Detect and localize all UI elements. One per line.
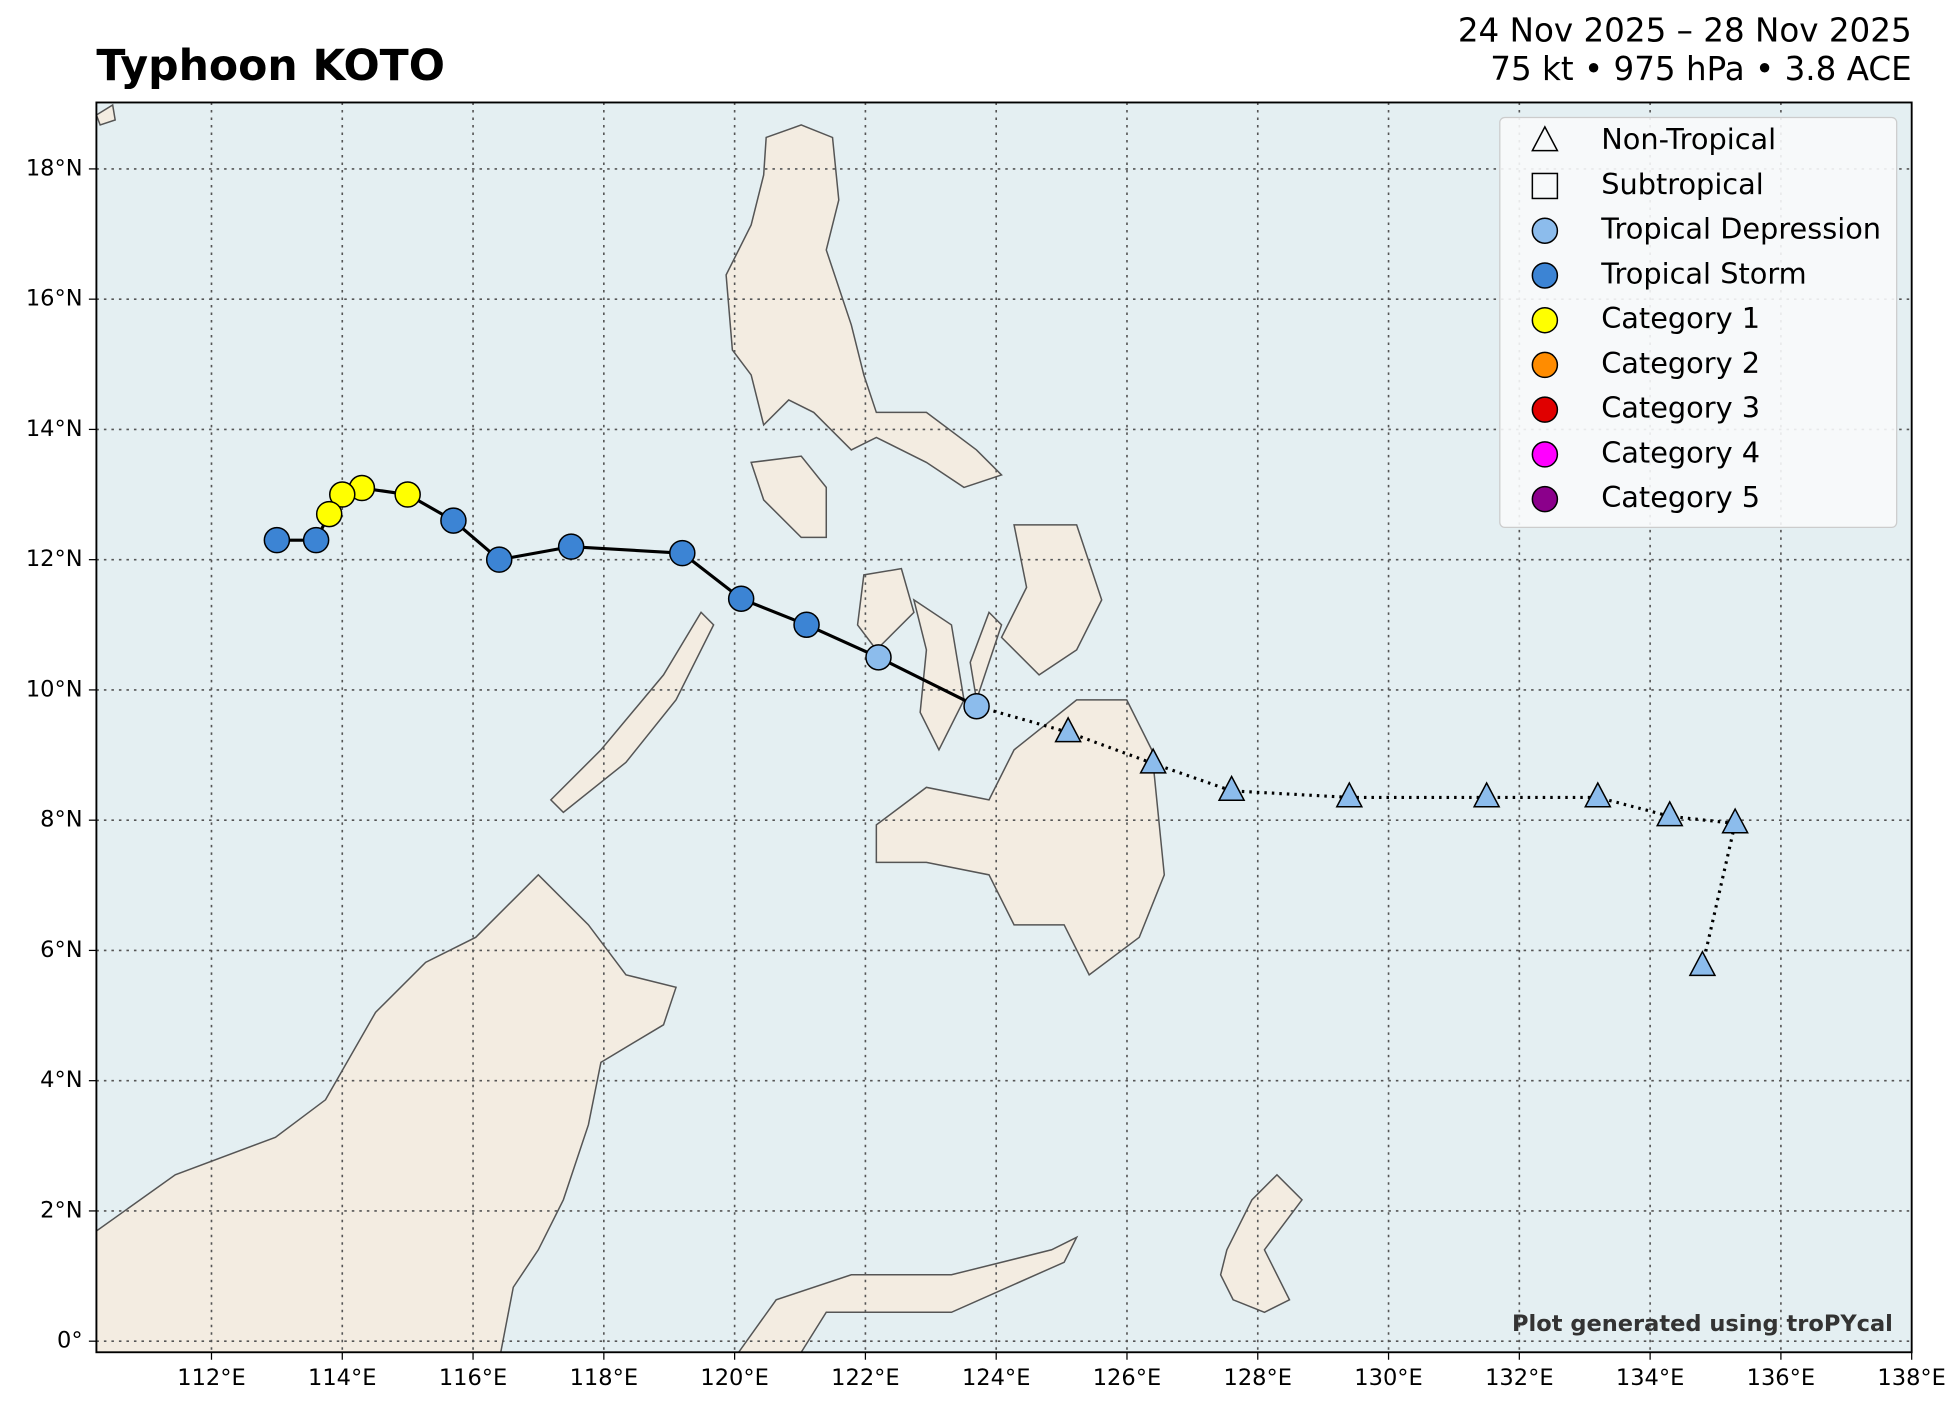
track-point xyxy=(1472,781,1501,808)
legend-marker xyxy=(1531,396,1559,423)
y-tick-label: 2°N xyxy=(40,1197,82,1223)
subtitle: 24 Nov 2025 – 28 Nov 2025 xyxy=(1458,12,1912,50)
track-segment xyxy=(1231,789,1350,799)
legend-marker xyxy=(1531,217,1559,244)
track-segment xyxy=(877,655,978,708)
x-tick-label: 128°E xyxy=(1224,1365,1292,1391)
grid xyxy=(96,102,1912,1353)
legend-marker xyxy=(1531,306,1559,334)
x-tick-label: 132°E xyxy=(1485,1365,1553,1391)
track-point xyxy=(263,526,291,554)
legend-marker xyxy=(1531,172,1559,200)
halmahera xyxy=(1219,1173,1303,1314)
chart-title: Typhoon KOTO xyxy=(96,42,444,91)
x-tick-label: 124°E xyxy=(962,1365,1030,1391)
y-tick-label: 6°N xyxy=(40,937,82,963)
x-tick-label: 134°E xyxy=(1616,1365,1684,1391)
y-tick-label: 14°N xyxy=(26,416,83,442)
legend: Non-Tropical Subtropical Tropical Depressi… xyxy=(1499,116,1898,529)
legend-marker xyxy=(1531,441,1559,468)
track-point xyxy=(1139,747,1167,774)
track-point xyxy=(302,526,330,554)
track-point xyxy=(727,585,755,612)
legend-box xyxy=(1499,116,1898,529)
legend-label: Category 4 xyxy=(1601,435,1760,469)
track-segment xyxy=(1669,814,1736,825)
palawan xyxy=(549,611,715,814)
track-point xyxy=(485,546,513,573)
track-point xyxy=(315,500,343,528)
y-tick-label: 4°N xyxy=(40,1067,82,1093)
track-point xyxy=(1217,774,1246,801)
legend-marker xyxy=(1531,262,1559,289)
legend-label: Category 3 xyxy=(1601,391,1760,425)
y-tick-label: 16°N xyxy=(26,286,83,312)
track-point xyxy=(329,481,356,508)
track-point xyxy=(394,481,421,508)
track-point xyxy=(1584,781,1612,808)
x-tick-label: 116°E xyxy=(439,1365,507,1391)
legend-label: Category 1 xyxy=(1601,301,1760,335)
x-tick-label: 112°E xyxy=(177,1365,245,1391)
track-segment xyxy=(976,704,1069,734)
track-point xyxy=(1054,716,1082,743)
negros xyxy=(912,598,965,752)
x-tick-label: 138°E xyxy=(1877,1365,1945,1391)
y-tick-label: 0° xyxy=(57,1328,83,1354)
land xyxy=(96,103,1303,1353)
track-point xyxy=(557,533,585,560)
footnote: Plot generated using troPYcal xyxy=(1512,1311,1893,1337)
track-point xyxy=(440,507,467,534)
track-segment xyxy=(1067,730,1154,765)
panay xyxy=(856,567,915,652)
track-segment xyxy=(571,545,683,555)
track-point xyxy=(793,611,820,639)
mindanao xyxy=(875,699,1166,976)
plot-frame xyxy=(95,101,1913,1354)
track-segment xyxy=(1597,795,1671,818)
y-tick-label: 10°N xyxy=(26,676,83,702)
mindoro xyxy=(750,455,828,539)
y-tick-label: 18°N xyxy=(26,155,83,181)
track-point xyxy=(1335,781,1364,808)
legend-label: Subtropical xyxy=(1601,167,1764,201)
legend-label: Tropical Storm xyxy=(1600,256,1807,290)
samar-leyte xyxy=(1000,524,1103,676)
track-segment xyxy=(1700,823,1737,967)
track-point xyxy=(1688,950,1717,977)
legend-label: Category 5 xyxy=(1601,480,1760,514)
y-tick-label: 12°N xyxy=(26,546,83,572)
y-tick-label: 8°N xyxy=(40,807,82,833)
legend-label: Non-Tropical xyxy=(1601,122,1776,156)
track-segment xyxy=(1152,762,1233,793)
x-tick-label: 120°E xyxy=(700,1365,768,1391)
legend-marker xyxy=(1531,351,1559,379)
x-tick-label: 118°E xyxy=(570,1365,638,1391)
x-tick-label: 122°E xyxy=(831,1365,899,1391)
legend-marker xyxy=(1531,125,1559,152)
ticks: 112°E 114°E 116°E 118°E 120°E 122°E 124°E 126°E… xyxy=(26,155,1946,1391)
luzon xyxy=(725,124,1003,489)
x-tick-label: 136°E xyxy=(1747,1365,1815,1391)
track-point xyxy=(865,644,892,671)
subtitle: 75 kt • 975 hPa • 3.8 ACE xyxy=(1490,50,1911,88)
track-point xyxy=(1721,807,1749,834)
sulawesi xyxy=(737,1235,1079,1353)
track-point xyxy=(1655,800,1684,827)
x-tick-label: 126°E xyxy=(1093,1365,1161,1391)
legend-label: Tropical Depression xyxy=(1600,212,1881,246)
x-tick-label: 130°E xyxy=(1354,1365,1422,1391)
x-tick-label: 114°E xyxy=(308,1365,376,1391)
track-point xyxy=(963,692,990,720)
legend-marker xyxy=(1531,485,1559,513)
north-island xyxy=(96,103,117,126)
track xyxy=(263,474,1749,977)
legend-label: Category 2 xyxy=(1601,346,1760,380)
track-point xyxy=(669,539,696,567)
